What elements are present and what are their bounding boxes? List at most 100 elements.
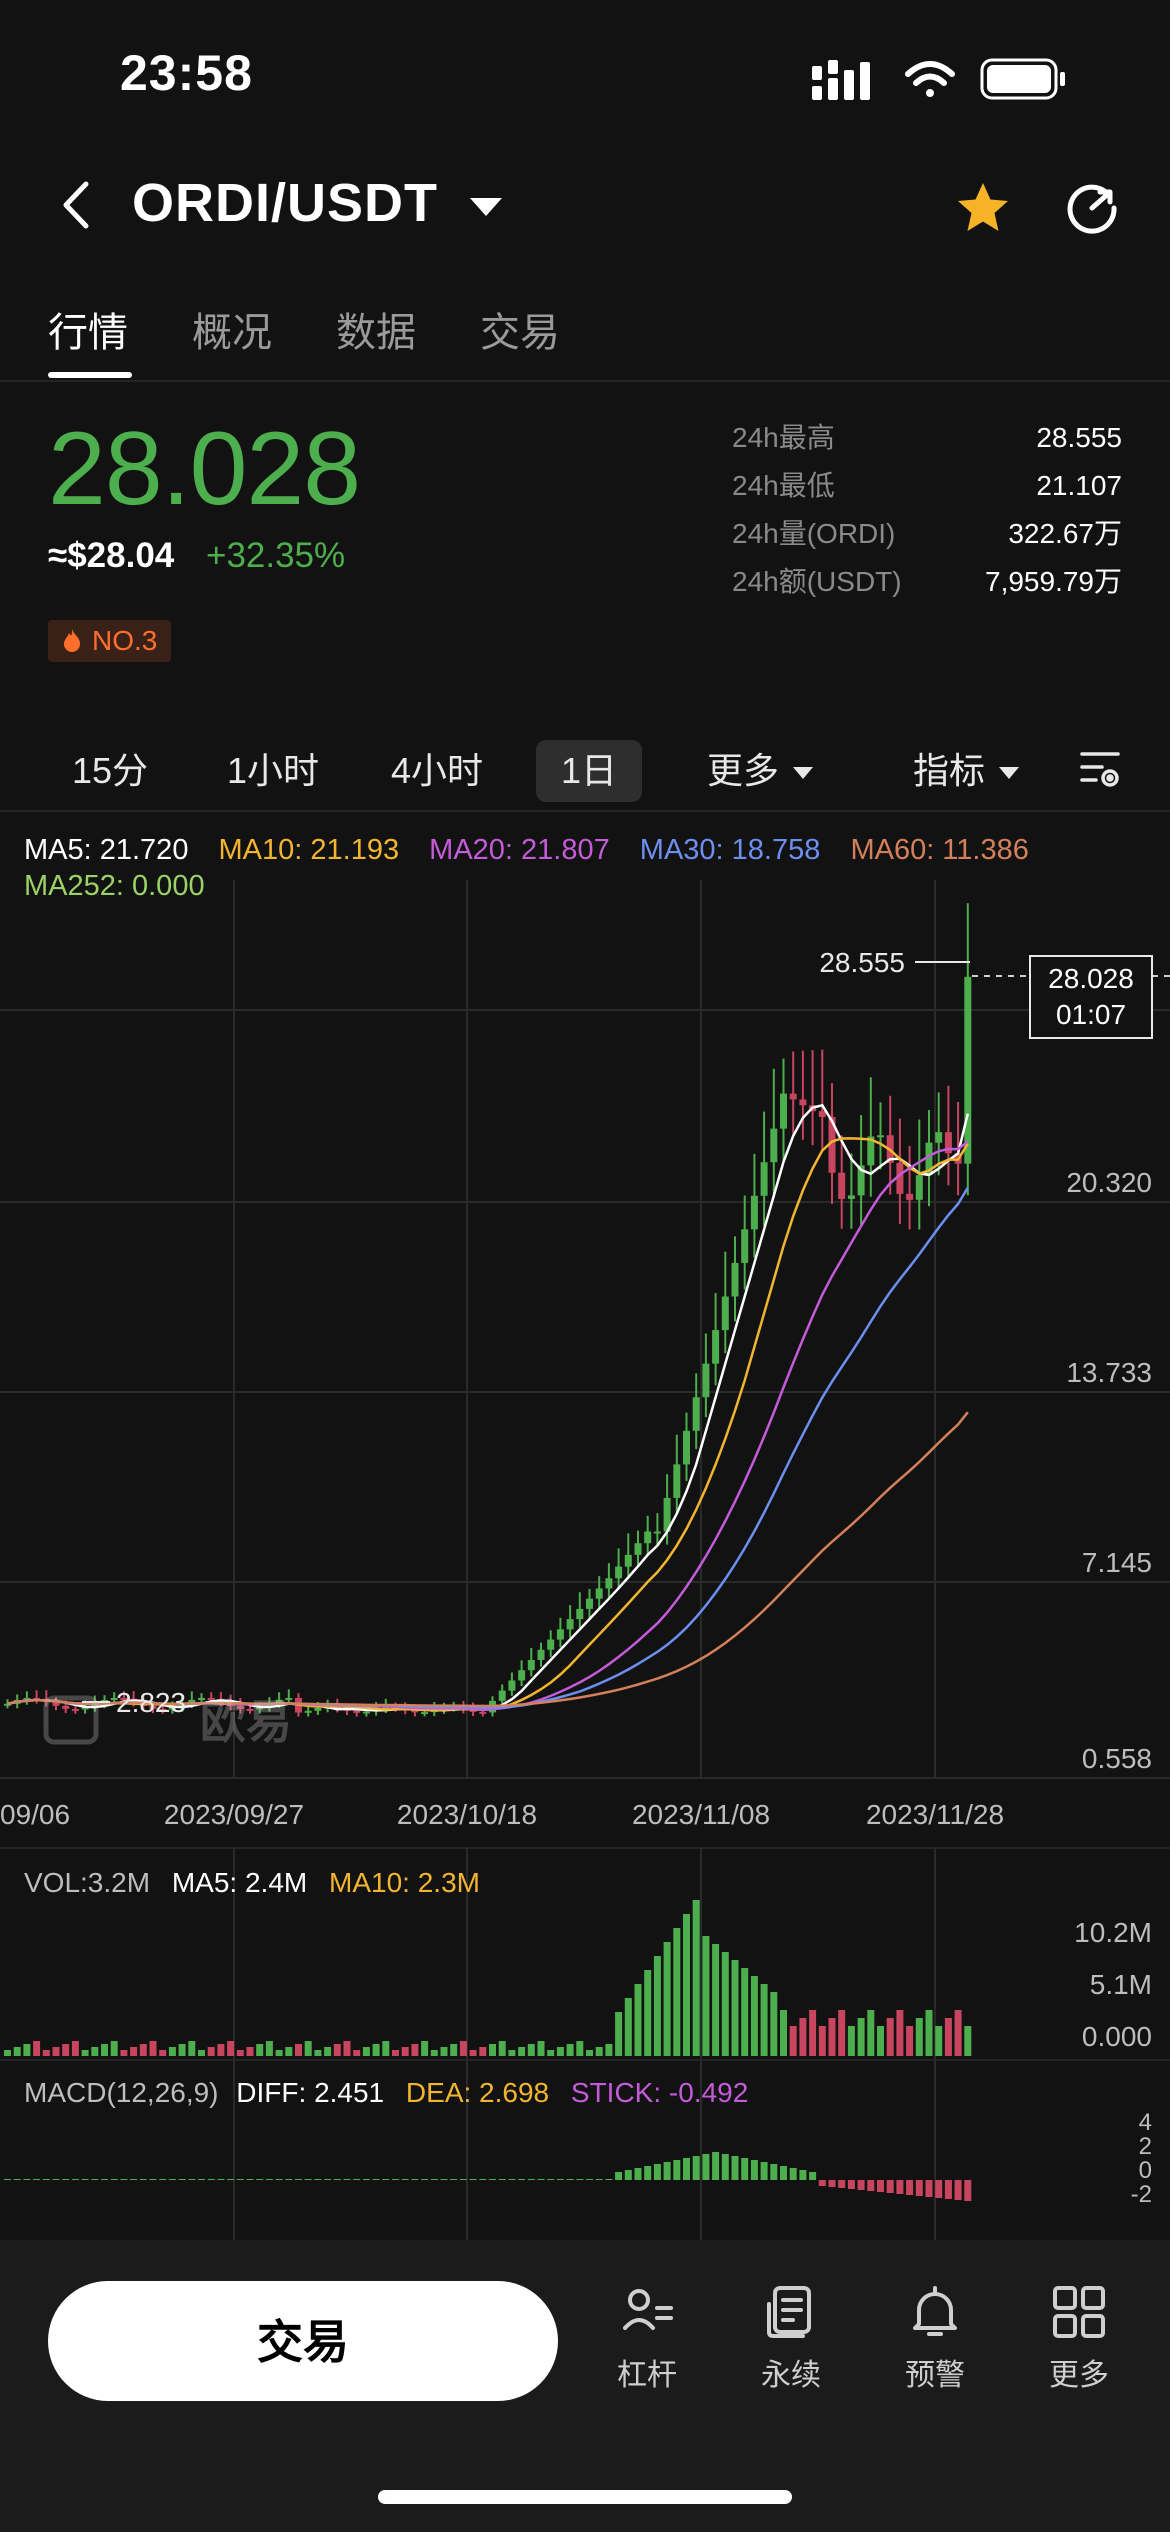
candle-body [634,1543,642,1555]
volume-bar [62,2044,70,2056]
ma10-label: MA10: 21.193 [218,834,400,866]
volume-legend: VOL:3.2M MA5: 2.4M MA10: 2.3M [24,1867,480,1898]
macd-bar [52,2179,60,2180]
status-icons [812,58,1065,100]
volume-bar [566,2044,574,2056]
volume-bar [838,2010,846,2056]
macd-bar [741,2158,749,2180]
candle-body [236,1706,244,1709]
tab-market[interactable]: 行情 [48,311,128,355]
nav-alert[interactable]: 预警 [880,2284,990,2394]
macd-bar [23,2179,31,2180]
ma-lines-group [7,1103,970,1712]
volume-bar [256,2044,264,2056]
watermark-text: 欧易 [200,1696,292,1748]
candle-body [207,1698,215,1701]
volume-bar [411,2044,419,2056]
ma5-line [7,1103,970,1712]
volume-bar [207,2047,215,2056]
kline-chart[interactable]: 20.320 13.733 7.145 0.558 09/06 2023/09/… [0,880,1170,2240]
interval-1h[interactable]: 1小时 [226,750,320,791]
candle-body [624,1554,632,1567]
nav-label: 预警 [905,2359,965,2392]
macd-bar [634,2168,642,2180]
stat-value: 28.555 [1036,422,1122,453]
refresh-icon[interactable] [1062,178,1122,238]
volume-bar [944,2018,952,2056]
macd-bar [566,2179,574,2180]
trade-button[interactable]: 交易 [48,2281,558,2401]
rank-badge[interactable]: NO.3 [48,620,172,662]
chart-settings-icon[interactable] [1078,746,1122,790]
stat-value: 21.107 [1036,470,1122,501]
macd-bar [101,2179,108,2180]
interval-4h[interactable]: 4小时 [390,750,484,791]
candle-body [556,1629,564,1640]
candle-body [906,1193,914,1200]
back-icon[interactable] [56,180,96,230]
chevron-down-icon[interactable] [468,196,504,218]
volume-bar [731,1960,739,2056]
macd-bar [256,2179,264,2180]
nav-more[interactable]: 更多 [1024,2284,1134,2394]
volume-bar [877,2026,884,2056]
nav-perpetual[interactable]: 永续 [736,2284,846,2394]
volume-bar [605,2044,613,2056]
pair-title[interactable]: ORDI/USDT [132,173,438,233]
vol-label: VOL:3.2M [24,1867,150,1898]
macd-bar [178,2179,186,2180]
macd-bar [954,2180,962,2200]
stat-row-high: 24h最高 28.555 [732,414,1122,462]
stat-row-turnover: 24h额(USDT) 7,959.79万 [732,558,1122,606]
macd-bar [547,2179,555,2180]
stat-value: 322.67万 [1008,518,1122,549]
interval-1d[interactable]: 1日 [536,740,642,802]
macd-bar [333,2179,341,2180]
candle-body [527,1659,535,1671]
nav-label: 杠杆 [617,2359,677,2392]
volume-bar [741,1968,749,2056]
macd-bar [33,2179,41,2180]
volume-bar [925,2010,933,2056]
more-dropdown[interactable]: 更多 [690,740,830,802]
nav-leverage[interactable]: 杠杆 [592,2284,702,2394]
macd-bar [799,2170,807,2180]
macd-bar [430,2179,438,2180]
macd-bar [91,2179,99,2180]
volume-bar [644,1970,652,2056]
tab-overview[interactable]: 概况 [192,311,272,355]
candle-body [615,1566,623,1579]
candle-body [498,1690,506,1701]
candle-body [304,1710,312,1713]
volume-bar [867,2010,875,2056]
ma252-label: MA252: 0.000 [24,870,205,902]
macd-bar [944,2180,952,2199]
star-icon[interactable] [953,178,1013,238]
volume-bar [595,2047,603,2056]
ma20-label: MA20: 21.807 [429,834,610,866]
volume-bar [440,2047,448,2056]
volume-bar [789,2026,797,2056]
macd-bar [683,2158,690,2180]
candle-body [770,1128,778,1163]
macd-bar [750,2160,758,2180]
interval-bar: 15分 1小时 4小时 1日 更多 指标 [0,730,1170,812]
macd-bar [809,2172,817,2180]
tab-data[interactable]: 数据 [336,311,416,355]
volume-bar [450,2044,458,2056]
volume-bar [489,2044,496,2056]
tab-trade[interactable]: 交易 [480,311,560,355]
candle-body [382,1706,390,1709]
candle-body [353,1710,361,1713]
last-price-tag[interactable] [1029,955,1153,1039]
macd-bar [188,2179,196,2180]
stat-label: 24h最高 [732,422,835,453]
candle-body [149,1705,157,1709]
candle-body [421,1712,429,1715]
ma20-line [7,1140,969,1712]
volume-bar [809,2010,817,2056]
candle-body [81,1707,89,1710]
interval-15m[interactable]: 15分 [71,750,149,791]
indicators-dropdown[interactable]: 指标 [896,740,1036,802]
y-tick: 20.320 [1066,1167,1152,1198]
